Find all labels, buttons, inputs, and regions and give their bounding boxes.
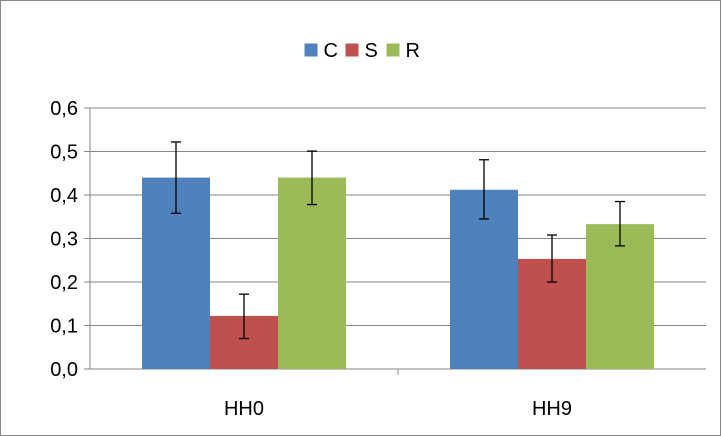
y-tick-label: 0,3 xyxy=(50,229,78,251)
legend-swatch-R xyxy=(387,44,400,57)
y-tick-label: 0,1 xyxy=(50,316,78,338)
legend-label-S: S xyxy=(365,40,378,62)
bar-R-HH0 xyxy=(278,178,346,369)
y-tick-label: 0,0 xyxy=(50,359,78,381)
legend-label-C: C xyxy=(324,40,338,62)
legend-swatch-S xyxy=(346,44,359,57)
legend-label-R: R xyxy=(406,40,420,62)
y-tick-label: 0,5 xyxy=(50,142,78,164)
y-tick-label: 0,4 xyxy=(50,185,78,207)
x-tick-label: HH0 xyxy=(224,398,264,420)
y-tick-label: 0,6 xyxy=(50,98,78,120)
x-tick-label: HH9 xyxy=(532,398,572,420)
y-tick-label: 0,2 xyxy=(50,272,78,294)
legend-swatch-C xyxy=(305,44,318,57)
